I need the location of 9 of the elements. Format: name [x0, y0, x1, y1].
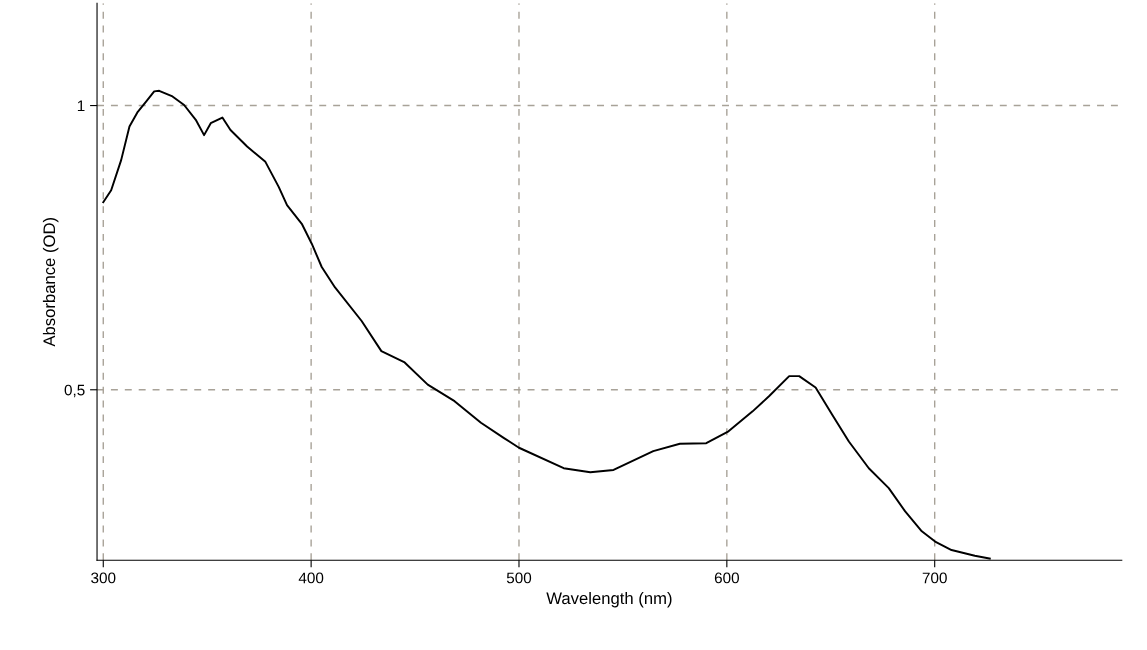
- y-axis-title: Absorbance (OD): [42, 217, 59, 347]
- x-tick-label: 700: [922, 572, 947, 584]
- x-tick-label: 300: [91, 572, 116, 584]
- y-tick-label: 0,5: [64, 384, 85, 398]
- y-tick-label: 1: [77, 100, 85, 112]
- x-tick-label: 600: [714, 572, 739, 584]
- x-axis-title: Wavelength (nm): [546, 591, 672, 608]
- x-tick-label: 500: [506, 572, 532, 584]
- x-tick-label: 400: [298, 572, 324, 584]
